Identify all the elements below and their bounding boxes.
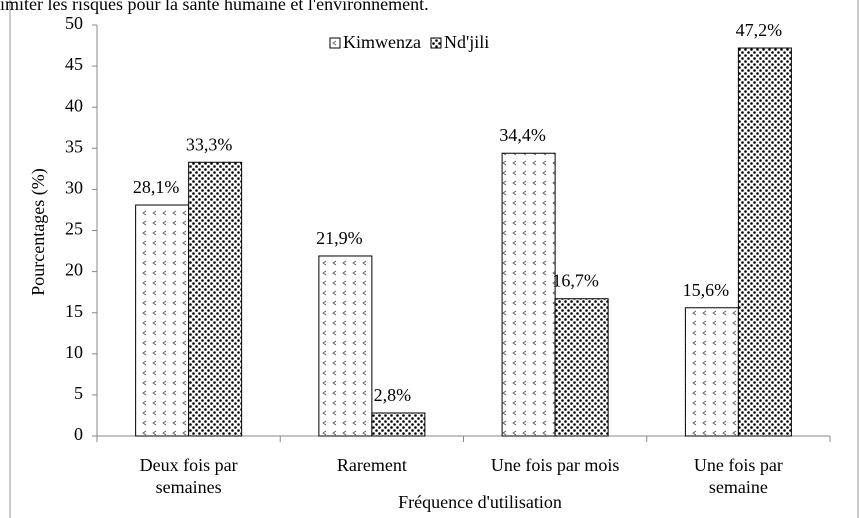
legend-label: Nd'jili (444, 32, 489, 52)
value-label: 33,3% (186, 134, 233, 154)
x-tick-label: Rarement (336, 455, 407, 475)
x-tick-label: Deux fois par semaines (139, 455, 238, 497)
y-tick-label: 35 (65, 136, 83, 156)
value-label: 28,1% (133, 177, 180, 197)
value-label: 21,9% (316, 228, 363, 248)
y-tick-label: 25 (65, 219, 83, 239)
y-tick-label: 45 (65, 54, 83, 74)
bar (135, 204, 190, 437)
bar (318, 255, 373, 437)
y-tick-label: 10 (65, 342, 83, 362)
bar (371, 412, 426, 437)
x-axis-label: Fréquence d'utilisation (398, 492, 562, 512)
legend-swatch (430, 37, 442, 49)
bar (737, 47, 792, 437)
y-tick-label: 20 (65, 260, 83, 280)
bar (188, 161, 243, 437)
value-label: 15,6% (683, 280, 730, 300)
x-tick-label: Une fois par semaine (693, 455, 783, 497)
legend-label: Kimwenza (343, 32, 421, 52)
value-label: 34,4% (499, 125, 546, 145)
bar (501, 152, 556, 437)
value-label: 16,7% (552, 271, 599, 291)
y-tick-label: 0 (74, 424, 83, 444)
value-label: 47,2% (736, 20, 783, 40)
legend-swatch (329, 37, 341, 49)
y-axis-label: Pourcentages (%) (28, 168, 49, 295)
y-tick-label: 15 (65, 301, 83, 321)
chart-frame (9, 0, 859, 518)
x-tick-label: Une fois par mois (490, 455, 620, 475)
bar (684, 307, 739, 437)
y-tick-label: 5 (74, 383, 83, 403)
y-tick-label: 30 (65, 178, 83, 198)
bar (554, 298, 609, 437)
y-tick-label: 50 (65, 13, 83, 33)
value-label: 2,8% (374, 385, 412, 405)
annotation: imiter les risques pour la santé humaine… (0, 0, 429, 14)
y-tick-label: 40 (65, 95, 83, 115)
